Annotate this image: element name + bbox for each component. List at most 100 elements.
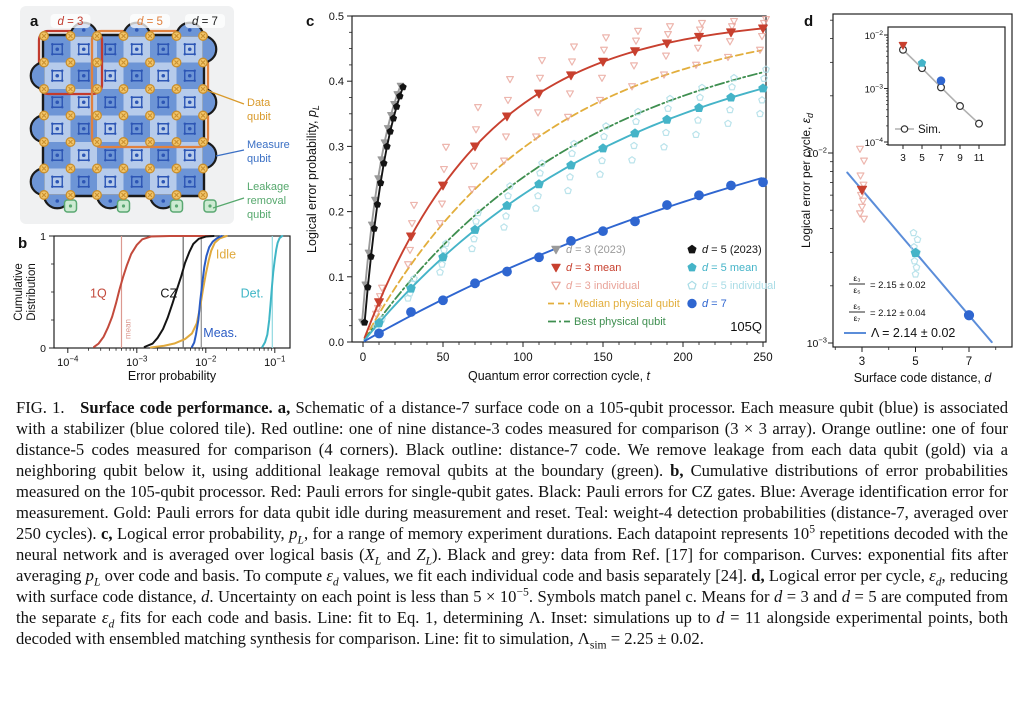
data-point-pentagon [724,119,732,127]
measure-qubit [157,123,169,135]
data-point-triangle-down [698,19,706,28]
boundary-stabilizer [203,36,217,63]
data-point-pentagon [386,127,394,135]
data-point-triangle-down [470,142,480,152]
lambda-value: Λ = 2.14 ± 0.02 [871,326,955,340]
ratio-denominator: ε₅ [853,285,860,295]
tick-label: 7 [938,153,944,164]
data-point-triangle-down [534,89,544,99]
qubit-type-label: Data [247,97,271,109]
caption-segment: d [935,575,942,589]
data-point-triangle-down [536,74,544,82]
data-point-circle [963,310,975,321]
caption-segment: and [381,544,417,564]
y-axis-label: Cumulative [13,263,25,321]
data-point-triangle-down [502,133,510,141]
surface-code-schematic: a d = 3 d = 5 d = 7 Data qubit Measure qubit Lea… [20,6,290,224]
caption-segment: c, [100,523,117,543]
data-point-pentagon [442,239,450,247]
qubit-type-label: Measure [247,139,290,151]
caption-segment: −5 [516,585,529,599]
measure-qubit [104,43,116,55]
legend-label: d = 5 individual [702,280,776,292]
tick-label: 150 [593,352,612,364]
data-point-triangle-down [551,263,561,273]
data-point-triangle-down [404,261,412,269]
data-point-triangle-down [551,281,561,291]
measure-qubit [104,123,116,135]
data-point-triangle-down [728,23,736,31]
measure-qubit [184,70,196,82]
panel-a-schematic: a d = 3 d = 5 d = 7 Data qubit Measure qubit Lea… [20,6,290,224]
caption-segment: , for a range of memory experiment durat… [303,523,810,543]
lambda-plot: d 10−2 10−3 3 5 7 Surface code distance, d Logi… [799,13,1013,385]
tick-label: 0.2 [329,207,344,219]
data-point-triangle-down [860,157,868,165]
tick-label: 10−4 [57,354,79,369]
tick-label: 250 [753,352,772,364]
data-point-pentagon [630,141,638,150]
tick-label: 10−3 [865,84,884,96]
caption-segment: ε [101,607,109,627]
legend-label: Median physical qubit [574,298,680,310]
legend-label: d = 3 mean [566,262,621,274]
data-point-triangle-down [730,17,738,26]
data-point-triangle-down [856,210,864,218]
data-point-pentagon [911,270,920,278]
measure-qubit [78,70,90,82]
measure-qubit [104,96,116,108]
data-point-triangle-down [632,37,640,45]
data-point-pentagon [502,200,512,210]
caption-segment: = 5 are computed from the separate [16,586,1008,627]
data-point-pentagon [380,159,388,167]
data-point-triangle-down [470,162,478,170]
data-point-triangle-down [602,34,610,42]
figure-caption: FIG. 1. Surface code performance. a, Sch… [16,398,1008,650]
data-point-triangle-down [570,43,578,51]
data-point-pentagon [410,274,418,283]
data-point-pentagon [694,116,702,124]
data-point-pentagon [666,94,674,103]
tick-label: 0.1 [329,272,344,284]
caption-segment: d [773,586,783,606]
caption-segment: ). Black and grey: data from Ref. [17] f… [16,544,1008,585]
tick-label: 200 [673,352,692,364]
measure-qubit [131,43,143,55]
data-point-pentagon [470,224,480,234]
data-point-triangle-down [410,201,418,210]
x-axis-label: Error probability [128,369,217,383]
data-point-triangle-down [630,62,638,70]
data-point-triangle-down [408,220,416,228]
data-point-triangle-down [438,181,448,191]
data-point-triangle-down [756,46,764,54]
data-point-pentagon [912,263,921,271]
caption-segment: b, [670,460,691,480]
tick-label: 5 [919,153,925,164]
tick-label: 10−2 [195,354,216,369]
measure-qubit [51,123,63,135]
data-point-pentagon [502,212,510,220]
data-point-circle [534,252,544,263]
data-point-pentagon [628,156,636,164]
caption-segment: = 2.25 ± 0.02. [606,628,704,648]
data-point-pentagon [758,96,766,104]
measure-qubit [78,149,90,161]
caption-segment: L [93,575,101,589]
caption-segment: ε [929,565,936,585]
y-axis-label: Distribution [26,263,38,321]
data-point-pentagon [698,83,706,92]
data-point-circle [438,295,448,306]
data-point-triangle-down [664,31,672,39]
data-point-pentagon [694,103,704,112]
data-point-pentagon [598,143,608,153]
data-point-pentagon [910,257,919,265]
data-point-triangle-down [502,112,512,122]
measure-qubit [131,70,143,82]
data-point-pentagon [692,130,700,139]
data-point-circle [374,328,384,339]
qubit-type-label: removal [247,195,286,207]
data-point-pentagon [662,114,672,124]
series-d-3-mean [363,24,768,339]
measure-qubit [184,96,196,108]
tick-label: 11 [974,153,985,164]
